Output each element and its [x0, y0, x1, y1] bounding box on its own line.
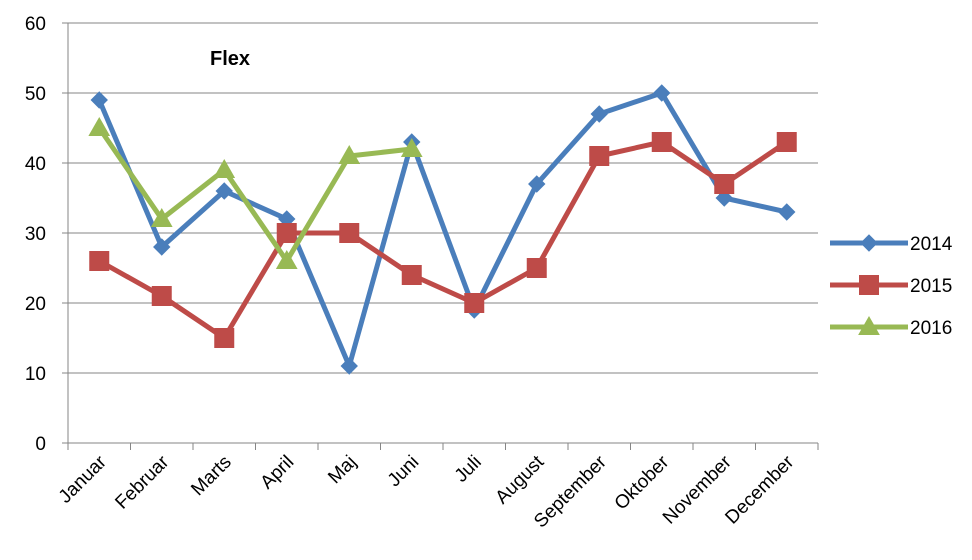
legend-label: 2016: [910, 318, 952, 339]
data-point-square: [776, 132, 797, 152]
data-point-square: [859, 275, 879, 295]
legend-label: 2015: [910, 276, 952, 297]
series-layer: [88, 84, 797, 375]
y-tick-label: 20: [25, 294, 46, 315]
data-point-square: [526, 258, 547, 278]
y-tick-label: 30: [25, 224, 46, 245]
data-point-square: [651, 132, 672, 152]
gridlines: [68, 22, 818, 374]
series-line-2014: [96, 90, 788, 369]
data-point-triangle: [858, 315, 880, 335]
x-tick-label: Oktober: [611, 451, 674, 514]
data-point-square: [151, 286, 172, 306]
data-point-diamond: [215, 182, 233, 200]
legend-entry-2014: 2014: [830, 234, 953, 255]
data-point-square: [276, 223, 297, 243]
data-point-square: [214, 328, 235, 348]
chart-title: Flex: [210, 48, 250, 70]
data-point-diamond: [860, 234, 878, 252]
x-tick-label: August: [492, 451, 549, 508]
legend-label: 2014: [910, 234, 953, 255]
data-point-triangle: [338, 144, 361, 164]
y-tick-labels: 0 10 20 30 40 50 60: [25, 14, 46, 455]
x-tick-label: Maj: [324, 452, 361, 489]
data-point-triangle: [213, 158, 236, 178]
axes: [62, 22, 819, 450]
x-tick-label: Januar: [55, 451, 111, 507]
data-point-square: [589, 146, 610, 166]
y-tick-label: 0: [35, 434, 46, 455]
x-tick-label: April: [257, 452, 299, 494]
data-point-triangle: [400, 137, 423, 157]
series-2014: [90, 84, 796, 375]
data-point-triangle: [275, 249, 298, 269]
x-tick-label: Marts: [187, 452, 235, 500]
data-point-triangle: [88, 116, 111, 136]
data-point-diamond: [528, 175, 546, 193]
series-2016: [88, 116, 423, 269]
data-point-square: [464, 293, 485, 313]
data-point-triangle: [150, 207, 173, 227]
data-point-diamond: [590, 105, 608, 123]
x-tick-label: Juni: [384, 452, 423, 491]
legend: 2014 2015 2016: [830, 234, 953, 339]
data-point-diamond: [340, 357, 358, 375]
data-point-square: [714, 174, 735, 194]
x-tick-label: Februar: [111, 451, 173, 513]
series-line-2016: [97, 126, 413, 264]
y-tick-label: 40: [25, 154, 46, 175]
data-point-diamond: [90, 91, 108, 109]
y-tick-label: 10: [25, 364, 46, 385]
data-point-diamond: [778, 203, 796, 221]
legend-entry-2016: 2016: [830, 315, 952, 339]
x-tick-labels: Januar Februar Marts April Maj Juni Juli August…: [55, 451, 799, 532]
series-line-2015: [98, 139, 789, 341]
legend-entry-2015: 2015: [830, 275, 952, 297]
data-point-square: [89, 251, 110, 271]
data-point-square: [339, 223, 360, 243]
x-tick-label: December: [721, 451, 798, 528]
data-point-diamond: [153, 238, 171, 256]
x-tick-label: Juli: [451, 452, 486, 487]
data-point-square: [401, 265, 422, 285]
y-tick-label: 60: [25, 14, 46, 35]
series-2015: [89, 132, 797, 348]
data-point-diamond: [653, 84, 671, 102]
y-tick-label: 50: [25, 84, 46, 105]
